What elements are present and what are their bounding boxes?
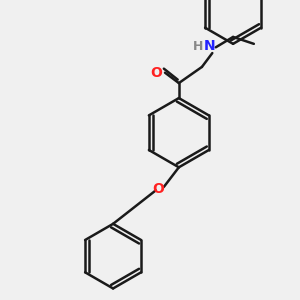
Text: O: O — [150, 66, 162, 80]
Text: O: O — [152, 182, 164, 196]
Text: H: H — [193, 40, 204, 53]
Text: N: N — [204, 39, 216, 53]
